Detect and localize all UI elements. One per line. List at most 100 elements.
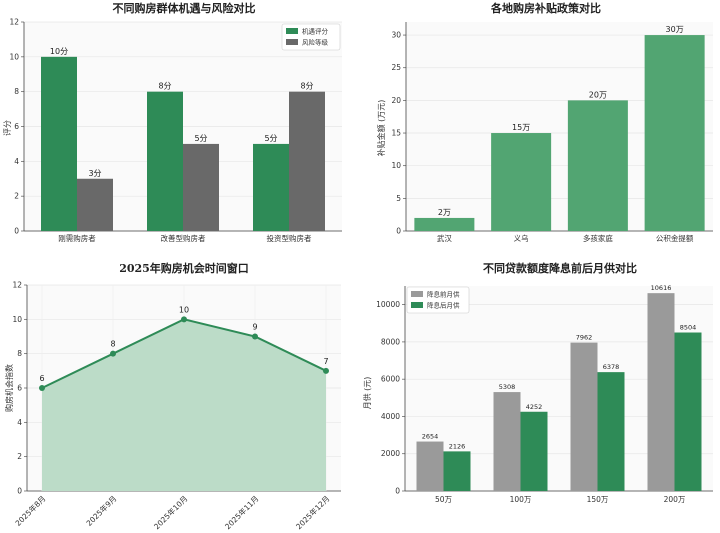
chart2-ytick-label: 5: [396, 194, 401, 203]
chart4-bar-label: 6378: [603, 363, 620, 371]
chart4-ylabel: 月供 (元): [362, 377, 372, 410]
chart2-ytick-label: 15: [391, 129, 401, 138]
chart2-xtick-label: 义乌: [514, 233, 529, 243]
chart3-xtick-label: 2025年11月: [222, 493, 260, 531]
chart1-legend-swatch: [286, 28, 298, 34]
chart4-bar-label: 2126: [449, 442, 466, 450]
chart4-bar-before: [493, 392, 521, 491]
chart4-bar-label: 5308: [499, 383, 516, 391]
chart1-ytick-label: 4: [14, 157, 19, 166]
chart1-ytick-label: 12: [9, 18, 19, 27]
chart4-bar-before: [647, 293, 675, 491]
chart4-plot: 0 2000 4000 6000 8000 10000 50万 2654 2126 100万 530…: [376, 284, 713, 504]
chart2-bar-label: 30万: [666, 25, 684, 34]
chart3-title: 2025年购房机会时间窗口: [119, 261, 249, 275]
chart3-point: [39, 385, 45, 391]
chart2-ytick-label: 30: [391, 31, 401, 40]
chart2-ytick-label: 0: [396, 227, 401, 236]
chart1-bar-label: 8分: [158, 82, 171, 91]
chart2-ylabel: 补贴金额 (万元): [376, 100, 386, 157]
chart1-bar-label: 5分: [264, 134, 277, 143]
chart4-xtick-label: 50万: [435, 495, 453, 504]
chart4-xtick-label: 100万: [510, 495, 532, 504]
chart3-point-label: 9: [252, 323, 257, 332]
chart3-ytick-label: 0: [17, 487, 22, 496]
chart1-bar-label: 5分: [194, 134, 207, 143]
chart1-ytick-label: 2: [14, 192, 19, 201]
chart3-area-fill: [42, 319, 326, 491]
chart3-xtick-label: 2025年10月: [151, 493, 189, 531]
chart1-bar-label: 3分: [88, 169, 101, 178]
chart2-title: 各地购房补贴政策对比: [490, 1, 601, 15]
chart4-legend-swatch: [411, 291, 423, 297]
chart2-bar: [567, 100, 628, 231]
chart4-ytick-label: 2000: [381, 449, 400, 458]
chart1-xtick-label: 刚需购房者: [58, 233, 96, 243]
chart1-bar-risk: [183, 143, 219, 231]
chart4-bar-label: 7962: [576, 334, 593, 342]
chart3-point: [110, 350, 116, 357]
chart2-ytick-label: 25: [391, 63, 401, 72]
chart4-ytick-label: 10000: [376, 300, 400, 309]
chart2-bar-label: 2万: [438, 208, 451, 217]
chart-group-time-window: 2025年购房机会时间窗口 购房机会指数 0 2 4 6 8 10 12 6 2025年8月 8 2…: [4, 261, 341, 531]
chart4-bar-after: [520, 411, 548, 491]
chart4-bar-label: 4252: [526, 403, 543, 411]
chart1-ytick-label: 6: [14, 122, 19, 131]
chart4-ytick-label: 8000: [381, 337, 400, 346]
chart2-xtick-label: 公积金提额: [656, 233, 694, 243]
chart1-ytick-label: 8: [14, 87, 19, 96]
chart1-bar-opportunity: [41, 56, 77, 232]
chart1-bar-label: 8分: [300, 82, 313, 91]
chart4-ytick-label: 6000: [381, 375, 400, 384]
chart4-legend-label: 降息前月供: [427, 290, 460, 299]
chart1-bar-risk: [77, 178, 113, 231]
chart2-ytick-label: 10: [391, 161, 401, 170]
chart1-ylabel: 评分: [3, 120, 12, 136]
chart3-point-label: 7: [323, 357, 328, 366]
chart3-xtick-label: 2025年8月: [13, 493, 48, 528]
chart3-point: [181, 316, 187, 323]
chart4-legend-swatch: [411, 302, 423, 308]
chart4-bar-label: 8504: [680, 324, 697, 332]
chart-group-monthly-payment: 不同贷款额度降息前后月供对比 月供 (元) 0 2000 4000 6000 8000 1…: [362, 261, 713, 504]
chart4-title: 不同贷款额度降息前后月供对比: [483, 261, 637, 275]
chart2-bar-label: 15万: [512, 123, 530, 132]
chart1-legend-label: 机遇评分: [302, 27, 329, 36]
chart3-point-label: 8: [110, 340, 115, 349]
chart1-bar-opportunity: [253, 143, 289, 231]
chart3-point-label: 6: [39, 374, 44, 383]
chart1-ytick-label: 10: [9, 52, 19, 61]
chart3-ytick-label: 10: [12, 315, 22, 324]
chart4-bar-after: [443, 451, 471, 491]
chart2-bar-label: 20万: [589, 90, 607, 99]
chart1-bar-label: 10分: [50, 47, 68, 56]
chart4-xtick-label: 150万: [587, 495, 609, 504]
chart4-ytick-label: 4000: [381, 412, 400, 421]
chart3-ytick-label: 6: [17, 384, 22, 393]
chart1-xtick-label: 改善型购房者: [161, 233, 206, 243]
chart4-bar-after: [597, 372, 625, 491]
chart4-bar-label: 10616: [651, 284, 672, 292]
chart3-plot: 0 2 4 6 8 10 12 6 2025年8月 8 2025年9月 10 2025年10月 9 2025…: [12, 281, 341, 531]
chart3-point: [252, 333, 258, 340]
chart1-bar-risk: [289, 91, 325, 232]
chart3-ylabel: 购房机会指数: [4, 364, 14, 412]
chart1-legend-label: 风险等级: [302, 38, 329, 47]
chart2-bar: [644, 35, 705, 231]
chart2-ytick-label: 20: [391, 96, 401, 105]
chart1-title: 不同购房群体机遇与风险对比: [113, 1, 256, 15]
chart4-ytick-label: 0: [395, 487, 400, 496]
chart4-bar-label: 2654: [422, 433, 439, 441]
chart4-bar-after: [674, 332, 702, 491]
chart3-xtick-label: 2025年9月: [84, 493, 119, 528]
chart1-ytick-label: 0: [14, 227, 19, 236]
chart1-xtick-label: 投资型购房者: [267, 233, 312, 243]
chart2-bar: [414, 217, 475, 231]
chart4-legend-label: 降息后月供: [427, 301, 460, 310]
chart3-ytick-label: 2: [17, 452, 22, 461]
